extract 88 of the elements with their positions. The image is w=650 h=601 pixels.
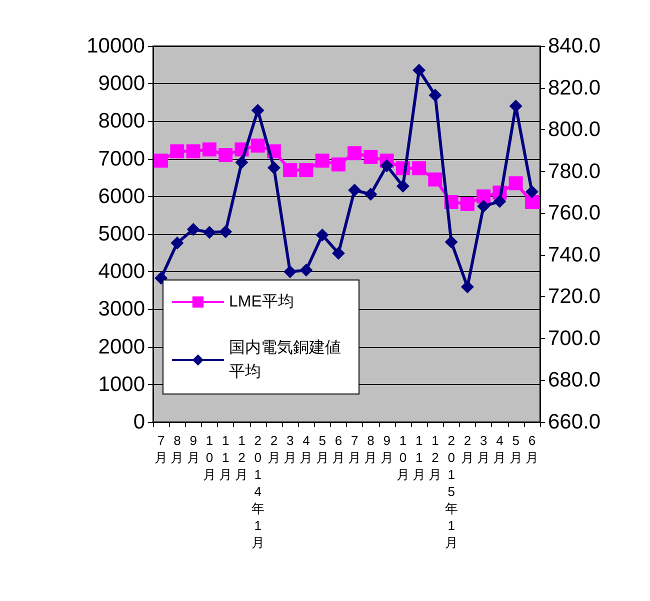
point xyxy=(364,188,378,201)
point xyxy=(460,196,474,211)
point xyxy=(444,235,458,248)
x-tick-label: 4月 xyxy=(300,433,313,465)
point xyxy=(476,189,491,204)
x-tick-label: 12月 xyxy=(235,433,248,482)
point xyxy=(202,142,216,156)
x-tick-label: 6月 xyxy=(525,433,538,465)
point xyxy=(170,144,184,158)
point xyxy=(460,280,474,294)
point xyxy=(300,264,313,277)
x-tick-label: 11月 xyxy=(412,433,426,482)
point xyxy=(380,159,394,172)
point xyxy=(299,163,314,178)
y2-tick-label: 800.0 xyxy=(548,118,601,142)
x-tick-label: 8月 xyxy=(364,433,378,465)
point xyxy=(202,226,216,239)
point xyxy=(170,236,184,250)
y2-tick-label: 740.0 xyxy=(548,243,601,266)
x-tick-label: 4月 xyxy=(493,433,506,465)
point xyxy=(315,154,330,168)
y-tick-label: 3000 xyxy=(98,298,145,321)
point xyxy=(235,156,248,169)
point xyxy=(154,154,168,168)
point xyxy=(396,180,410,193)
x-tick-label: 7月 xyxy=(348,433,362,465)
point xyxy=(332,246,345,260)
point xyxy=(331,157,346,172)
point xyxy=(428,172,442,186)
y2-tick-label: 700.0 xyxy=(548,326,601,350)
x-tick-label: 8月 xyxy=(170,433,184,465)
y2-tick-label: 840.0 xyxy=(548,34,601,58)
x-tick-label: 2015年1月 xyxy=(444,433,458,550)
x-tick-label: 10月 xyxy=(396,433,410,482)
x-tick-label: 7月 xyxy=(154,433,168,465)
x-tick-label: 5月 xyxy=(316,433,329,465)
y2-tick-label: 660.0 xyxy=(548,410,601,434)
y-tick-label: 10000 xyxy=(86,34,145,58)
point xyxy=(412,161,426,176)
point xyxy=(412,64,426,77)
x-tick-label: 2月 xyxy=(460,433,474,465)
y-tick-label: 0 xyxy=(133,410,145,434)
y-tick-label: 7000 xyxy=(98,147,145,170)
point xyxy=(250,138,265,153)
y-tick-label: 4000 xyxy=(98,260,145,284)
y2-tick-label: 760.0 xyxy=(548,202,601,225)
point xyxy=(154,272,168,285)
x-tick-label: 3月 xyxy=(284,433,297,465)
point xyxy=(477,200,490,213)
x-tick-label: 6月 xyxy=(332,433,345,465)
point xyxy=(186,222,200,236)
x-tick-label: 3月 xyxy=(477,433,490,465)
point xyxy=(493,194,506,208)
x-tick-label: 11月 xyxy=(219,433,232,482)
point xyxy=(219,225,232,238)
point xyxy=(251,104,264,117)
y2-tick-label: 780.0 xyxy=(548,160,601,183)
legend-label: 国内電気銅建値平均 xyxy=(229,338,341,380)
y2-tick-label: 720.0 xyxy=(548,285,601,308)
y-tick-label: 9000 xyxy=(98,72,145,96)
point xyxy=(348,184,362,197)
point xyxy=(284,265,297,278)
y-tick-label: 1000 xyxy=(98,372,145,396)
x-tick-label: 9月 xyxy=(380,433,394,465)
point xyxy=(428,88,442,102)
x-tick-label: 5月 xyxy=(509,433,522,465)
point xyxy=(283,163,298,178)
point xyxy=(525,185,538,198)
y-tick-label: 5000 xyxy=(98,222,145,246)
point xyxy=(267,161,280,174)
x-tick-label: 2月 xyxy=(267,433,280,465)
y-tick-label: 6000 xyxy=(98,184,145,208)
x-tick-label: 12月 xyxy=(428,433,442,482)
legend-label: LME平均 xyxy=(229,294,294,310)
point xyxy=(348,146,362,160)
x-tick-label: 9月 xyxy=(186,433,200,465)
y2-tick-label: 680.0 xyxy=(548,368,601,392)
point xyxy=(364,150,378,164)
point xyxy=(524,195,539,210)
point xyxy=(316,228,329,242)
point xyxy=(508,176,523,190)
point xyxy=(186,144,200,158)
x-tick-label: 2014年1月 xyxy=(251,433,264,550)
point xyxy=(218,148,233,162)
y-tick-label: 8000 xyxy=(98,110,145,133)
y-tick-label: 2000 xyxy=(98,335,145,358)
y2-tick-label: 820.0 xyxy=(548,76,601,100)
x-tick-label: 10月 xyxy=(202,433,216,482)
